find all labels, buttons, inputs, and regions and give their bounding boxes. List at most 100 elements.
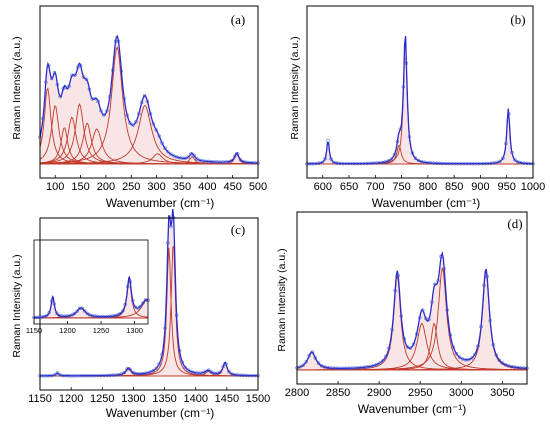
fit-envelope-fill [297, 253, 527, 370]
data-point [183, 365, 188, 370]
data-point [416, 158, 421, 163]
panel-c-inset-frame [33, 239, 149, 325]
data-point [58, 95, 63, 99]
data-point [76, 65, 80, 69]
panel-d: Raman Intensity (a.u.) (d) 2800 2850 2900 2… [276, 211, 529, 416]
data-point [209, 370, 214, 374]
component-peak-11 [40, 153, 259, 165]
data-point [215, 371, 220, 376]
data-point [137, 111, 141, 116]
xtick-label: 2800 [285, 387, 309, 399]
data-point [80, 306, 84, 311]
data-point [445, 308, 450, 312]
xtick-label: 1400 [183, 393, 207, 405]
data-point [298, 365, 302, 369]
panel-d-frame [296, 211, 528, 385]
data-point [90, 313, 95, 318]
panel-d-label: (d) [507, 216, 522, 231]
data-point [157, 362, 161, 366]
xtick-label: 3050 [490, 387, 514, 399]
data-point [102, 113, 106, 117]
data-point [482, 283, 486, 288]
data-point [378, 361, 382, 365]
panel-a-ylabel: Raman Intensity (a.u.) [11, 36, 23, 139]
data-point [186, 368, 190, 372]
data-point [503, 362, 508, 367]
data-point [485, 274, 489, 279]
data-point [498, 159, 502, 164]
data-point [404, 61, 409, 65]
xtick-label: 1300 [126, 326, 143, 335]
xtick-label: 500 [249, 181, 267, 193]
data-point [116, 39, 121, 43]
data-point [454, 351, 459, 356]
data-point [105, 314, 110, 319]
data-point [142, 93, 147, 98]
data-point [402, 337, 407, 341]
data-point [395, 139, 400, 144]
xtick-label: 600 [314, 181, 332, 193]
panel-a-plot-area [38, 34, 260, 165]
data-point [424, 316, 428, 321]
data-point [386, 159, 391, 163]
data-point [108, 94, 112, 99]
data-point [160, 352, 164, 357]
data-point [131, 298, 135, 303]
data-point [221, 364, 225, 369]
data-point [49, 76, 54, 81]
data-point [148, 370, 153, 374]
data-point [39, 315, 44, 319]
data-point [131, 123, 135, 127]
xtick-label: 3000 [449, 387, 473, 399]
spectrum-line [40, 208, 258, 377]
data-point [122, 96, 127, 101]
data-point [44, 313, 49, 318]
panel-a-label: (a) [231, 12, 245, 27]
data-point [408, 346, 413, 350]
data-point [47, 310, 51, 315]
xtick-label: 750 [392, 181, 410, 193]
data-point [108, 314, 112, 319]
spectrum-line [307, 36, 534, 165]
data-point [77, 306, 82, 311]
data-point [316, 361, 321, 365]
xtick-label: 1300 [121, 393, 145, 405]
data-point [488, 318, 492, 323]
xtick-label: 250 [122, 181, 140, 193]
data-point [501, 156, 505, 160]
panel-c-frame [39, 217, 259, 391]
data-point [411, 342, 416, 346]
data-point [95, 314, 100, 319]
data-point [105, 109, 109, 113]
xtick-label: 450 [223, 181, 241, 193]
data-point [420, 308, 425, 312]
data-point [166, 241, 170, 245]
data-point [151, 122, 156, 126]
data-point [174, 313, 179, 318]
data-point [189, 369, 193, 374]
data-point [125, 113, 129, 117]
data-point [414, 332, 419, 336]
data-point [206, 368, 211, 372]
panel-a: Raman Intensity (a.u.) (a) 100 150 200 250 3… [11, 5, 267, 210]
xtick-label: 300 [147, 181, 165, 193]
data-point [151, 368, 156, 373]
xtick-label: 1200 [59, 326, 76, 335]
xtick-label: 1150 [28, 393, 52, 405]
data-point [442, 266, 446, 271]
data-point [439, 254, 443, 259]
data-point [227, 369, 231, 374]
xtick-label: 850 [445, 181, 463, 193]
data-point [326, 138, 330, 143]
xtick-label: 1350 [152, 393, 176, 405]
data-point [407, 135, 412, 139]
panel-a-xlabel: Wavenumber (cm⁻¹) [106, 196, 215, 210]
panel-c: Raman Intensity (a.u.) (c) 1150 1200 1250 1… [11, 208, 270, 420]
data-point [96, 99, 100, 104]
data-point [44, 80, 48, 84]
panel-c-inset-xticks: 1150 1200 1250 1300 [26, 321, 143, 335]
xtick-label: 700 [366, 181, 384, 193]
data-point [41, 116, 45, 121]
data-point [460, 357, 465, 361]
data-point [430, 300, 434, 304]
